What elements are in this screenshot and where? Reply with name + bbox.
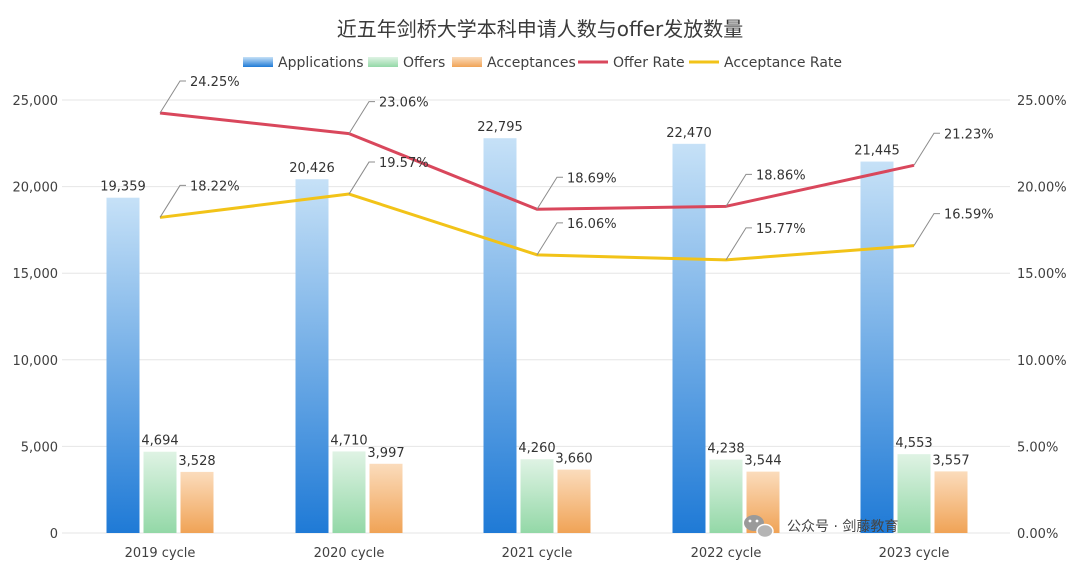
category-label: 2020 cycle	[314, 546, 385, 561]
offers-bar	[332, 451, 366, 533]
acceptance-rate-line-leader	[159, 184, 186, 218]
offer-rate-line-leader	[348, 101, 375, 134]
offer-rate-line-leader	[725, 173, 752, 207]
watermark: 公众号 · 剑藤教育	[744, 515, 898, 539]
category-label: 2021 cycle	[502, 546, 573, 561]
offer-rate-line-label: 18.86%	[756, 168, 806, 183]
applications-bar-label: 22,795	[477, 120, 523, 135]
applications-bar-label: 19,359	[100, 180, 146, 195]
offer-rate-line-label: 18.69%	[567, 171, 617, 186]
acceptances-bar	[369, 463, 403, 533]
acceptances-bar-label: 3,557	[932, 453, 969, 468]
category-label: 2022 cycle	[691, 546, 762, 561]
acceptances-bar	[934, 471, 968, 533]
offers-bar	[143, 451, 177, 533]
offers-bar-label: 4,694	[141, 434, 178, 449]
acceptances-bar	[557, 469, 591, 533]
acceptance-rate-line-leader	[348, 161, 375, 195]
left-axis: 0 5,000 10,000 15,000 20,000 25,000	[13, 94, 59, 542]
applications-bar	[860, 161, 894, 533]
chart-title: 近五年剑桥大学本科申请人数与offer发放数量	[337, 17, 744, 41]
acceptance-rate-line-leader	[725, 227, 752, 261]
right-tick-label: 15.00%	[1017, 267, 1067, 282]
rate-lines: 24.25% 23.06% 18.69% 18.86% 21.23% 18.22% 19.5…	[159, 75, 994, 262]
offer-rate-line-label: 23.06%	[379, 96, 429, 111]
acceptance-rate-line-label: 16.59%	[944, 208, 994, 223]
acceptance-rate-line-label: 19.57%	[379, 156, 429, 171]
left-tick-label: 0	[50, 527, 58, 542]
offers-bar-label: 4,553	[895, 436, 932, 451]
offers-bar-label: 4,260	[518, 441, 555, 456]
acceptance-rate-line-label: 16.06%	[567, 217, 617, 232]
right-tick-label: 25.00%	[1017, 94, 1067, 109]
offer-rate-line-leader	[159, 80, 186, 114]
offer-rate-line-leader	[913, 132, 940, 166]
legend-offer-rate-label: Offer Rate	[613, 55, 685, 71]
acceptances-bar-label: 3,544	[744, 454, 781, 469]
applications-bar-label: 20,426	[289, 161, 335, 176]
offers-bar	[897, 454, 931, 533]
applications-bar	[672, 143, 706, 534]
right-axis: 0.00% 5.00% 10.00% 15.00% 20.00% 25.00%	[1017, 94, 1067, 542]
right-tick-label: 0.00%	[1017, 527, 1058, 542]
offers-bar-label: 4,710	[330, 433, 367, 448]
left-tick-label: 5,000	[21, 440, 58, 455]
applications-bar	[295, 179, 329, 533]
left-tick-label: 10,000	[13, 354, 59, 369]
acceptance-rate-line-label: 18.22%	[190, 179, 240, 194]
acceptances-bar	[180, 471, 214, 533]
bars: 19,359 20,426 22,795 22,470 21,445 4,694 4,710…	[100, 120, 970, 534]
acceptance-rate-line-leader	[913, 213, 940, 246]
acceptances-bar-label: 3,528	[178, 454, 215, 469]
offers-bar-label: 4,238	[707, 442, 744, 457]
wechat-icon	[744, 515, 774, 539]
category-axis: 2019 cycle 2020 cycle 2021 cycle 2022 cycle…	[125, 546, 950, 561]
category-label: 2019 cycle	[125, 546, 196, 561]
legend-offers-swatch	[368, 57, 398, 67]
left-tick-label: 15,000	[13, 267, 59, 282]
offers-bar	[520, 459, 554, 533]
watermark-text: 公众号 · 剑藤教育	[787, 519, 898, 535]
acceptances-bar-label: 3,660	[555, 452, 592, 467]
legend-applications-swatch	[243, 57, 273, 67]
acceptance-rate-line-leader	[536, 222, 563, 256]
legend-applications-label: Applications	[278, 55, 364, 71]
applications-bar-label: 21,445	[854, 144, 900, 159]
applications-bar	[106, 197, 140, 533]
legend-offers-label: Offers	[403, 55, 445, 71]
right-tick-label: 20.00%	[1017, 181, 1067, 196]
offer-rate-line-leader	[536, 176, 563, 210]
legend: Applications Offers Acceptances Offer Rate A…	[243, 55, 842, 71]
category-label: 2023 cycle	[879, 546, 950, 561]
right-tick-label: 10.00%	[1017, 354, 1067, 369]
offer-rate-line-label: 24.25%	[190, 75, 240, 90]
legend-acceptances-label: Acceptances	[487, 55, 576, 71]
legend-acceptance-rate-label: Acceptance Rate	[724, 55, 842, 71]
offers-bar	[709, 459, 743, 533]
left-tick-label: 20,000	[13, 181, 59, 196]
applications-bar-label: 22,470	[666, 126, 712, 141]
left-tick-label: 25,000	[13, 94, 59, 109]
applications-bar	[483, 138, 517, 533]
offer-rate-line-label: 21.23%	[944, 127, 994, 142]
right-tick-label: 5.00%	[1017, 440, 1058, 455]
legend-acceptances-swatch	[452, 57, 482, 67]
acceptance-rate-line-label: 15.77%	[756, 222, 806, 237]
acceptances-bar-label: 3,997	[367, 446, 404, 461]
offer-rate-line	[159, 111, 915, 211]
